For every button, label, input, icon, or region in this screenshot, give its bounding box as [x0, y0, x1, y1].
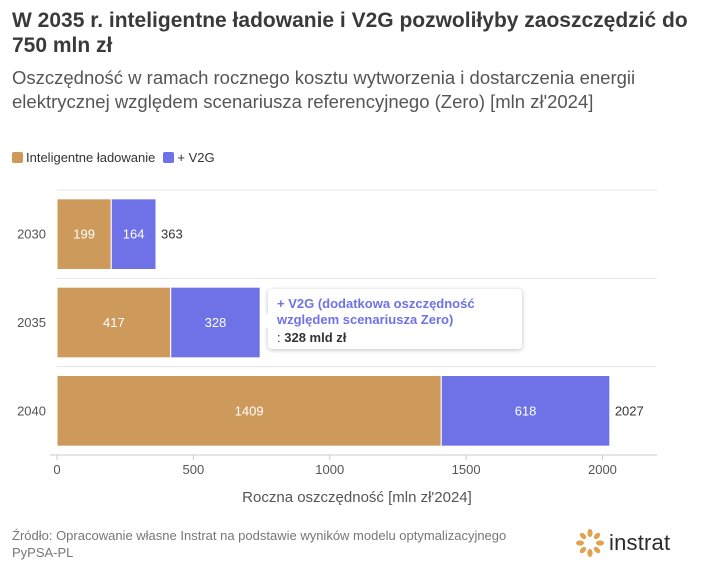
source-note: Źródło: Opracowanie własne Instrat na po…	[12, 528, 507, 560]
data-label-2035-series-1: 328	[205, 315, 227, 330]
y-tick-label-2040: 2040	[17, 403, 46, 418]
y-tick-label-2030: 2030	[17, 227, 46, 242]
sun-flower-icon	[576, 529, 604, 557]
chart-subtitle: Oszczędność w ramach rocznego kosztu wyt…	[12, 67, 636, 112]
x-axis-label: Roczna oszczędność [mln zł'2024]	[242, 489, 472, 506]
data-label-2040-series-1: 618	[515, 403, 537, 418]
legend-item-smart-charging[interactable]: Inteligentne ładowanie	[12, 150, 155, 165]
bar-2035-series-0	[56, 286, 172, 359]
total-label-2030: 363	[161, 227, 183, 242]
data-label-2030-series-1: 164	[123, 227, 145, 242]
tooltip-value-prefix: :	[277, 330, 285, 345]
legend-label-v2g: + V2G	[177, 150, 215, 165]
chart-title: W 2035 r. inteligentne ładowanie i V2G p…	[12, 9, 688, 57]
tooltip: + V2G (dodatkowa oszczędność względem sc…	[260, 289, 522, 349]
x-tick-label-0: 0	[53, 462, 60, 477]
data-label-2035-series-0: 417	[103, 315, 125, 330]
bar-2040-series-0	[56, 375, 442, 447]
tooltip-arrow	[260, 313, 268, 329]
legend-swatch-v2g	[163, 152, 175, 163]
y-tick-label-2035: 2035	[17, 315, 46, 330]
x-tick-label-500: 500	[183, 462, 205, 477]
tooltip-value-text: 328 mld zł	[284, 330, 347, 345]
x-tick-label-2000: 2000	[588, 462, 617, 477]
data-label-2040-series-0: 1409	[235, 403, 264, 418]
legend: Inteligentne ładowanie + V2G	[12, 150, 223, 165]
x-tick-label-1000: 1000	[315, 462, 344, 477]
bar-2030-series-1	[110, 198, 157, 270]
x-tick-label-1500: 1500	[452, 462, 481, 477]
tooltip-series-label: + V2G (dodatkowa oszczędność względem sc…	[277, 296, 475, 327]
bar-2040-series-1	[440, 375, 611, 447]
legend-label-smart-charging: Inteligentne ładowanie	[26, 150, 156, 165]
tooltip-value: : 328 mld zł	[277, 330, 513, 346]
total-label-2040: 2027	[615, 403, 644, 418]
data-label-2030-series-0: 199	[73, 227, 95, 242]
instrat-logo: instrat	[576, 529, 670, 557]
legend-swatch-smart-charging	[12, 152, 23, 163]
logo-text: instrat	[609, 530, 671, 555]
legend-item-v2g[interactable]: + V2G	[163, 150, 215, 165]
bar-2035-series-1	[170, 286, 261, 359]
bar-2030-series-0	[56, 198, 112, 270]
